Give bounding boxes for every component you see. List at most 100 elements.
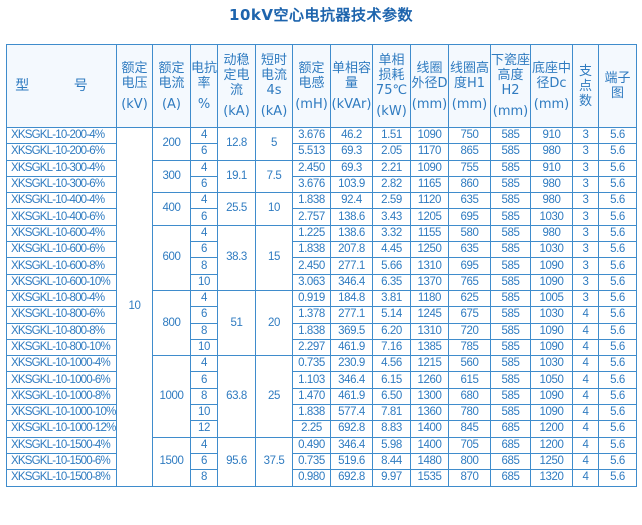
inductance-cell: 0.980 [292,469,331,487]
column-header-unit: (kVAr) [331,96,372,112]
current-cell: 1500 [152,436,191,487]
coil-height-cell: 635 [448,192,491,210]
base-diameter-cell: 980 [530,192,573,210]
base-diameter-cell: 1030 [530,208,573,226]
inductance-cell: 3.676 [292,126,331,145]
loss-cell: 8.83 [372,420,411,438]
table-row: XKSGKL-10-400-4% 400 4 25.5 10 1.838 92.4 2.59 1… [6,192,637,226]
support-points-cell: 4 [572,306,599,324]
short-time-current-cell: 25 [255,355,293,438]
loss-cell: 7.16 [372,338,411,357]
capacity-cell: 184.8 [330,289,373,308]
capacity-cell: 461.9 [330,387,373,406]
dynamic-current-cell: 38.3 [217,224,256,291]
support-points-cell: 4 [572,420,599,438]
inductance-cell: 3.676 [292,175,331,194]
coil-diameter-cell: 1155 [410,224,449,243]
coil-height-cell: 615 [448,371,491,389]
inductance-cell: 1.378 [292,306,331,324]
loss-cell: 1.51 [372,126,411,145]
table-row: XKSGKL-10-800-8% 8 1.838 369.5 6.20 1310 720 58… [6,322,637,340]
coil-diameter-cell: 1400 [410,420,449,438]
coil-height-cell: 845 [448,420,491,438]
table-row: XKSGKL-10-300-6% 6 3.676 103.9 2.82 1165 860 58… [6,175,637,194]
terminal-figure-cell: 5.6 [598,355,637,373]
support-points-cell: 3 [572,241,599,259]
support-points-cell: 3 [572,143,599,161]
page-title: 10kV空心电抗器技术参数 [229,6,413,24]
insulator-height-cell: 585 [490,404,531,422]
model-cell: XKSGKL-10-400-6% [6,208,117,226]
coil-diameter-cell: 1120 [410,192,449,210]
model-cell: XKSGKL-10-1000-10% [6,404,117,422]
capacity-cell: 46.2 [330,126,373,145]
terminal-figure-cell: 5.6 [598,452,637,471]
model-cell: XKSGKL-10-800-8% [6,322,117,340]
column-header-unit: (mH) [295,96,328,112]
reactance-rate-cell: 4 [190,355,218,373]
coil-height-cell: 865 [448,143,491,161]
coil-diameter-cell: 1205 [410,208,449,226]
base-diameter-cell: 1050 [530,371,573,389]
current-cell: 600 [152,224,191,291]
capacity-cell: 519.6 [330,452,373,471]
loss-cell: 2.82 [372,175,411,194]
table-row: XKSGKL-10-600-8% 8 2.450 277.1 5.66 1310 695 58… [6,257,637,275]
table-row: XKSGKL-10-600-6% 6 1.838 207.8 4.45 1250 635 58… [6,241,637,259]
column-header-name: 短时电流4s [260,53,287,98]
capacity-cell: 692.8 [330,420,373,438]
table-row: XKSGKL-10-800-6% 6 1.378 277.1 5.14 1245 675 58… [6,306,637,324]
insulator-height-cell: 585 [490,371,531,389]
base-diameter-cell: 1090 [530,338,573,357]
model-cell: XKSGKL-10-800-10% [6,338,117,357]
column-header-unit: % [197,96,211,112]
support-points-cell: 4 [572,387,599,406]
short-time-current-cell: 10 [255,192,293,226]
inductance-cell: 1.838 [292,192,331,210]
reactance-rate-cell: 6 [190,452,218,471]
dynamic-current-cell: 19.1 [217,159,256,194]
short-time-current-cell: 15 [255,224,293,291]
capacity-cell: 692.8 [330,469,373,487]
coil-diameter-cell: 1090 [410,159,449,177]
column-header: 单相容量 (kVAr) [330,44,373,128]
insulator-height-cell: 685 [490,452,531,471]
model-cell: XKSGKL-10-400-4% [6,192,117,210]
short-time-current-cell: 37.5 [255,436,293,487]
model-cell: XKSGKL-10-800-4% [6,289,117,308]
current-cell: 200 [152,127,191,161]
insulator-height-cell: 585 [490,289,531,308]
support-points-cell: 4 [572,436,599,454]
dynamic-current-cell: 95.6 [217,436,256,487]
column-header: 额定电流 (A) [152,44,191,128]
short-time-current-cell: 20 [255,289,293,357]
terminal-figure-cell: 5.6 [598,469,637,487]
support-points-cell: 4 [572,338,599,357]
column-header-name: 额定电流 [158,60,185,91]
column-header: 线圈高度H1 (mm) [448,44,491,128]
table-row: XKSGKL-10-200-4% 10 200 4 12.8 5 3.676 46.2 1.51… [6,126,637,487]
insulator-height-cell: 585 [490,257,531,275]
support-points-cell: 3 [572,175,599,194]
reactance-rate-cell: 8 [190,257,218,275]
reactance-rate-cell: 10 [190,338,218,357]
support-points-cell: 3 [572,273,599,291]
header-row: 型 号额定电压 (kV) 额定电流 (A) 电抗率% 动稳定电流 (kA) 短时电流4s (kA… [6,44,637,128]
coil-height-cell: 695 [448,257,491,275]
base-diameter-cell: 1090 [530,322,573,340]
reactance-rate-cell: 6 [190,208,218,226]
capacity-cell: 277.1 [330,257,373,275]
table-row: XKSGKL-10-1000-4% 1000 4 63.8 25 0.735 230.9 4.… [6,355,637,438]
inductance-cell: 1.838 [292,322,331,340]
insulator-height-cell: 585 [490,306,531,324]
column-header-name: 线圈外径D [411,60,448,91]
terminal-figure-cell: 5.6 [598,338,637,357]
support-points-cell: 3 [572,289,599,308]
capacity-cell: 138.6 [330,208,373,226]
reactance-rate-cell: 4 [190,192,218,210]
table-row: XKSGKL-10-600-10% 10 3.063 346.4 6.35 1370 765… [6,273,637,291]
terminal-figure-cell: 5.6 [598,224,637,243]
column-header: 动稳定电流 (kA) [217,44,256,128]
coil-height-cell: 750 [448,126,491,145]
coil-diameter-cell: 1400 [410,436,449,454]
